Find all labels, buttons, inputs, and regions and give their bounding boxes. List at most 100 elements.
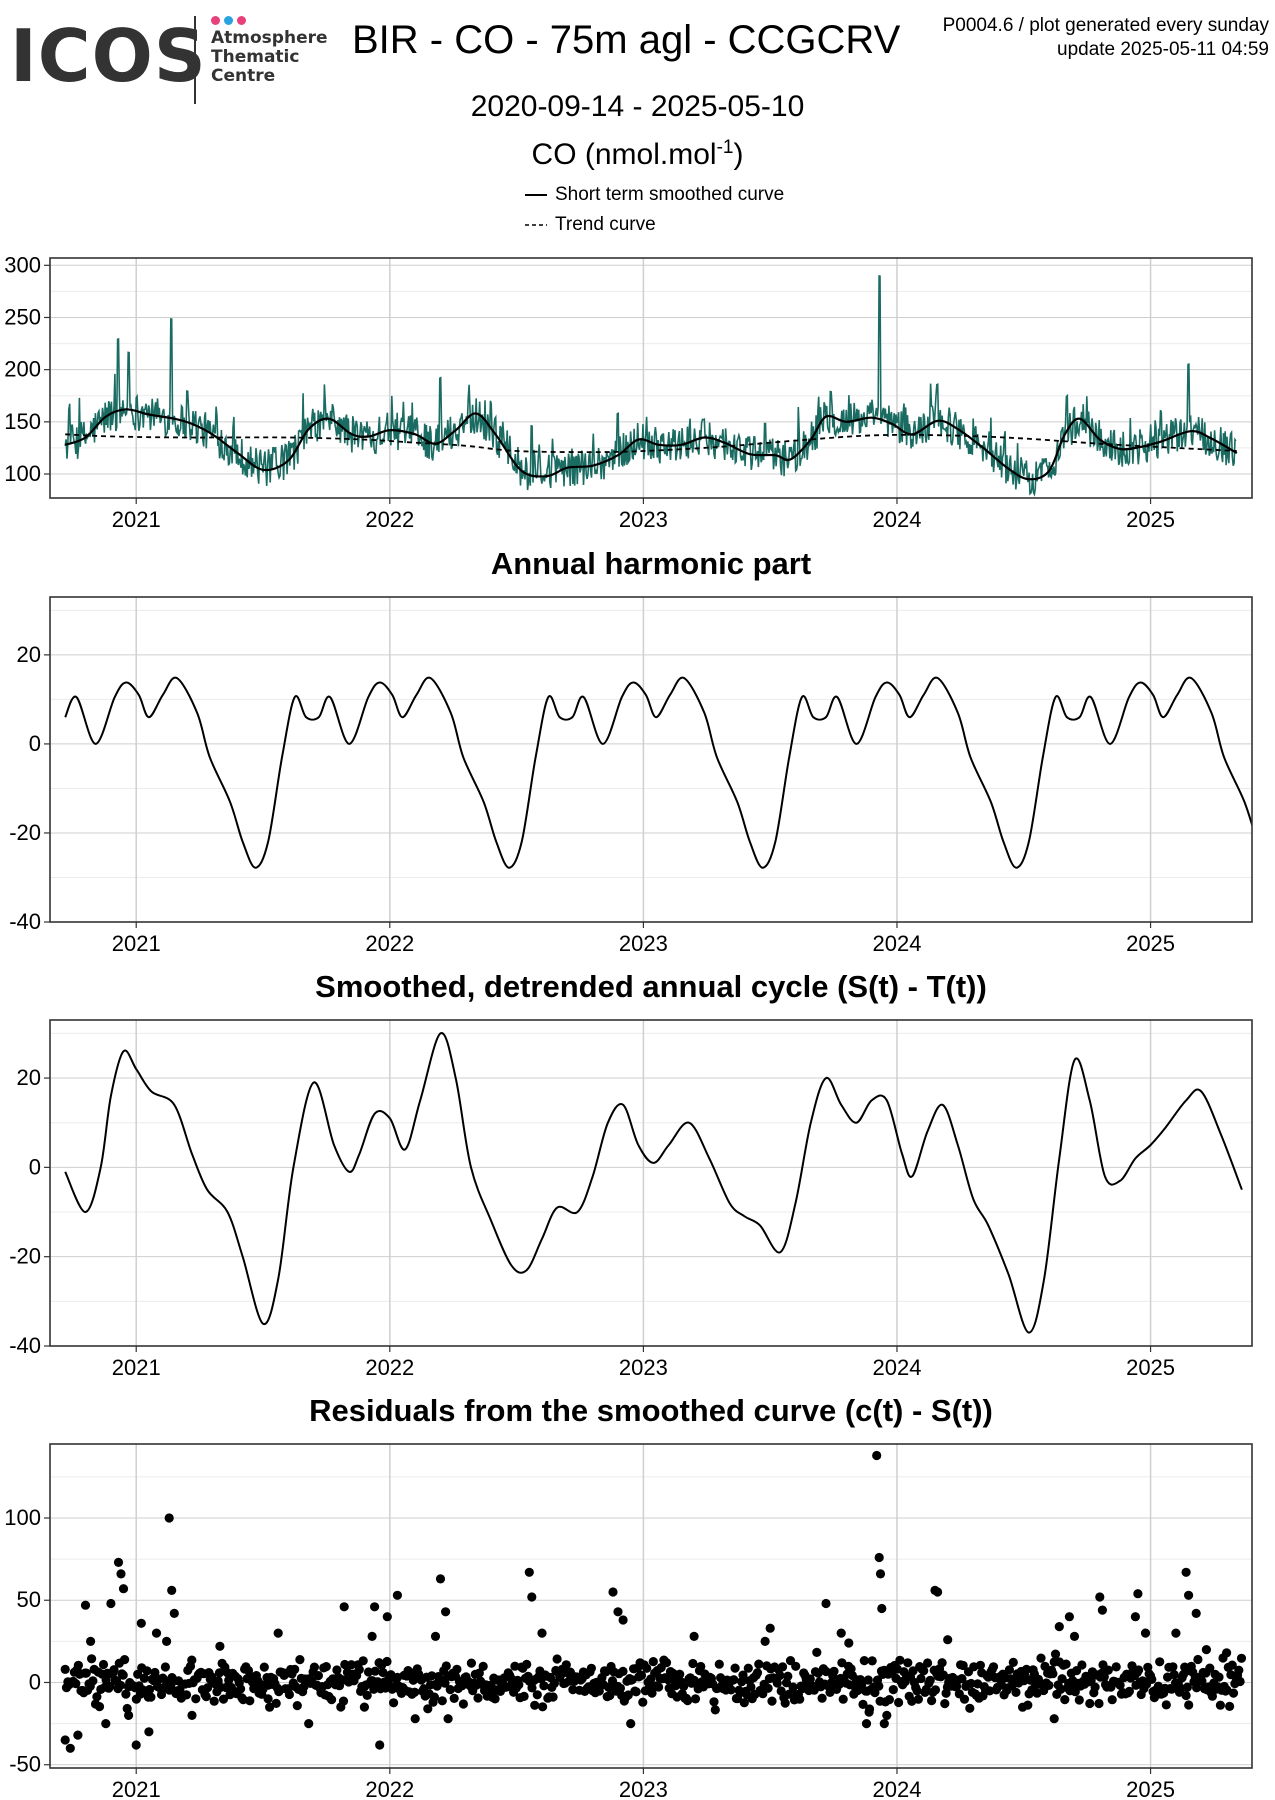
legend-label-trend: Trend curve (555, 214, 656, 235)
residual-point (120, 1655, 130, 1665)
residual-point (1103, 1665, 1113, 1675)
residual-point (1074, 1695, 1084, 1705)
residual-point (81, 1668, 91, 1678)
residual-point (295, 1655, 305, 1665)
residual-point (631, 1687, 641, 1697)
y-tick-label: 100 (4, 1505, 41, 1530)
observations-line (64, 275, 1237, 497)
residual-point (1227, 1660, 1237, 1670)
x-tick-label: 2022 (365, 931, 414, 956)
residual-point (187, 1655, 197, 1665)
residual-point (359, 1702, 369, 1712)
residual-point (1182, 1682, 1192, 1692)
residual-point (116, 1680, 126, 1690)
residual-point (346, 1660, 356, 1670)
residual-point (435, 1574, 446, 1584)
residual-point (389, 1698, 399, 1708)
residual-point (1044, 1680, 1054, 1690)
residual-point (150, 1667, 160, 1678)
x-tick-label: 2023 (619, 507, 668, 532)
residual-point (1184, 1590, 1194, 1600)
residual-point (730, 1663, 740, 1673)
residual-point (975, 1660, 986, 1670)
residual-point (142, 1666, 152, 1676)
y-tick-label: -20 (9, 1244, 41, 1269)
residual-point (1133, 1589, 1143, 1599)
residual-point (879, 1719, 889, 1729)
legend-item-trend: Trend curve (523, 210, 784, 240)
residual-point (683, 1696, 693, 1706)
residual-point (943, 1635, 953, 1645)
residual-point (1061, 1659, 1071, 1669)
residual-point (73, 1660, 83, 1670)
residual-point (539, 1681, 549, 1691)
residual-point (443, 1714, 453, 1724)
residual-point (321, 1662, 331, 1672)
residual-point (618, 1615, 628, 1625)
residual-point (118, 1670, 128, 1680)
residual-point (1048, 1669, 1058, 1679)
residual-point (309, 1662, 319, 1672)
residual-point (358, 1656, 368, 1666)
residual-point (738, 1670, 748, 1680)
residual-point (151, 1628, 162, 1638)
residual-point (532, 1690, 542, 1700)
residual-point (821, 1598, 831, 1609)
residual-point (812, 1647, 822, 1657)
residual-point (94, 1702, 105, 1712)
residual-point (445, 1685, 455, 1695)
residual-point (245, 1696, 255, 1706)
x-tick-label: 2021 (112, 931, 161, 956)
residual-point (1193, 1654, 1203, 1665)
residual-point (874, 1552, 884, 1563)
unit-close: ) (733, 138, 744, 171)
plot-version-note: P0004.6 / plot generated every sunday (942, 15, 1269, 36)
residual-point (1169, 1670, 1179, 1680)
residual-point (144, 1727, 154, 1737)
residual-point (304, 1719, 314, 1729)
residual-point (958, 1660, 968, 1671)
residual-point (689, 1631, 699, 1641)
logo-wordmark: ICOS (10, 14, 207, 98)
y-tick-label: 0 (29, 1154, 41, 1179)
residual-point (1197, 1676, 1207, 1686)
x-tick-label: 2022 (365, 1355, 414, 1380)
residual-point (696, 1661, 706, 1672)
residual-point (894, 1697, 904, 1708)
residual-point (362, 1690, 372, 1700)
residual-point (139, 1673, 149, 1683)
residual-point (164, 1513, 174, 1523)
residual-point (181, 1690, 192, 1700)
residual-point (1090, 1682, 1100, 1692)
x-tick-label: 2024 (873, 507, 922, 532)
residual-point (1050, 1649, 1061, 1659)
residual-point (760, 1636, 770, 1646)
residual-point (877, 1603, 887, 1614)
residual-point (430, 1631, 441, 1641)
residual-point (788, 1682, 798, 1692)
residual-point (92, 1692, 102, 1702)
logo-divider (194, 16, 196, 104)
residual-point (772, 1678, 782, 1688)
residual-point (263, 1694, 273, 1704)
residual-point (636, 1670, 647, 1680)
residual-point (313, 1671, 323, 1681)
x-tick-label: 2023 (619, 1355, 668, 1380)
residual-point (537, 1628, 547, 1638)
residual-point (105, 1681, 115, 1691)
panel-title: Residuals from the smoothed curve (c(t) … (309, 1393, 993, 1428)
residual-point (1069, 1631, 1080, 1641)
x-tick-label: 2024 (873, 931, 922, 956)
residual-point (527, 1683, 537, 1693)
residual-point (1064, 1612, 1074, 1622)
residual-point (332, 1665, 342, 1675)
panel-title: Smoothed, detrended annual cycle (S(t) -… (315, 969, 987, 1004)
residual-point (131, 1740, 141, 1750)
residual-point (882, 1710, 892, 1720)
residual-point (1111, 1662, 1121, 1672)
residual-point (930, 1685, 941, 1695)
residual-point (912, 1686, 922, 1696)
residual-point (895, 1655, 905, 1665)
residual-point (765, 1623, 775, 1633)
residual-point (1124, 1686, 1134, 1696)
